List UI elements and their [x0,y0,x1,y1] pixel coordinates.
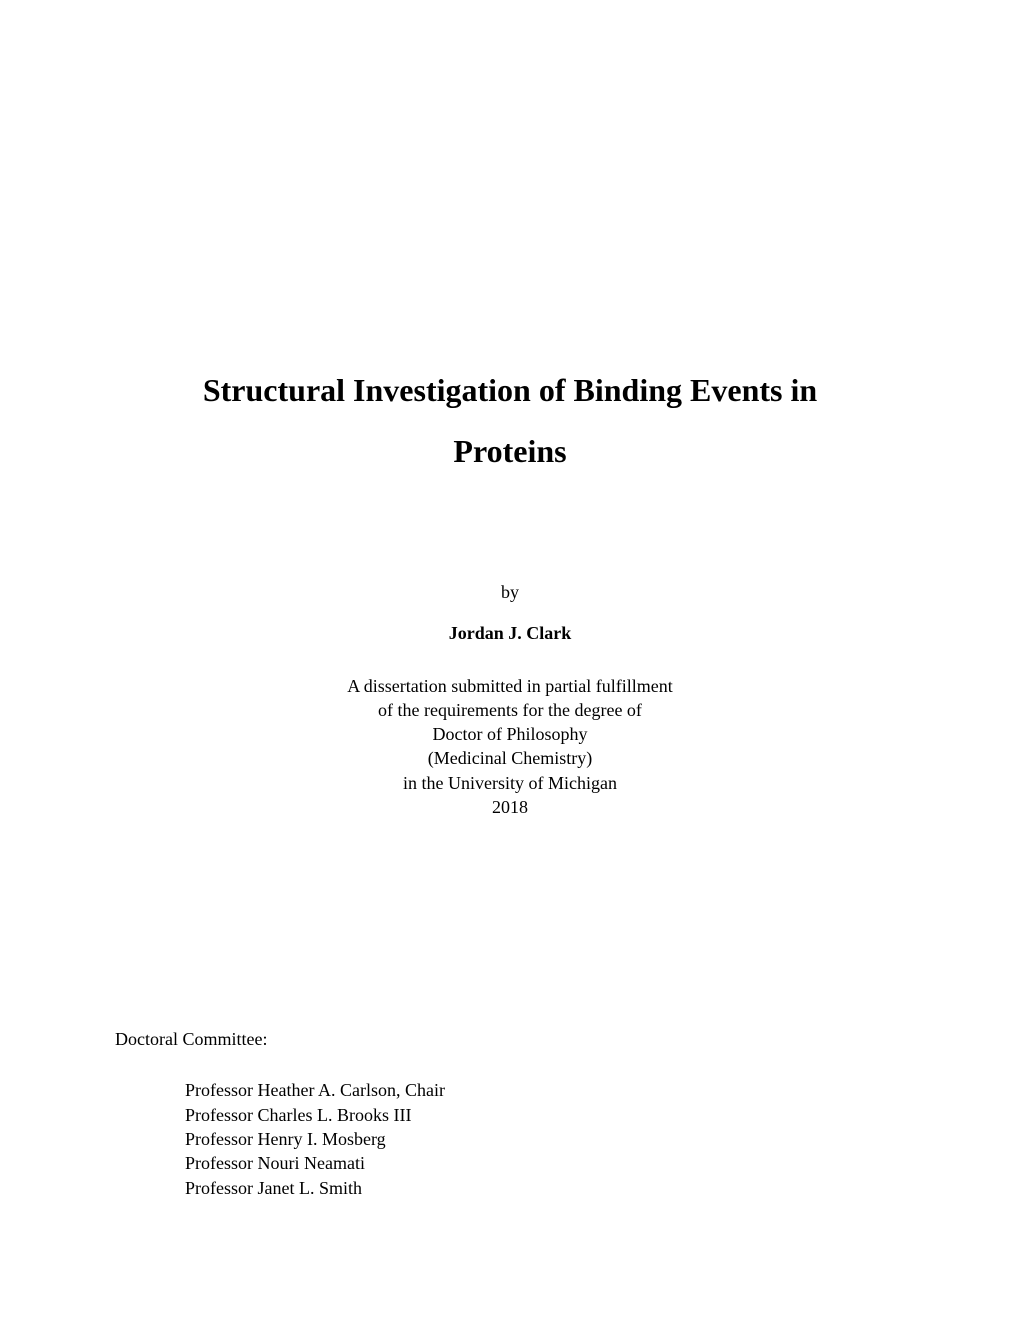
description-line-5: in the University of Michigan [115,771,905,795]
byline: by [115,582,905,603]
title-block: Structural Investigation of Binding Even… [115,360,905,482]
title-line-2: Proteins [115,421,905,482]
committee-heading: Doctoral Committee: [115,1029,905,1050]
title-line-1: Structural Investigation of Binding Even… [115,360,905,421]
description-line-6: 2018 [115,795,905,819]
description-line-4: (Medicinal Chemistry) [115,746,905,770]
description-block: A dissertation submitted in partial fulf… [115,674,905,820]
committee-block: Doctoral Committee: Professor Heather A.… [115,1029,905,1199]
byline-block: by Jordan J. Clark [115,582,905,644]
committee-member: Professor Nouri Neamati [185,1151,905,1175]
author-name: Jordan J. Clark [115,623,905,644]
committee-list: Professor Heather A. Carlson, Chair Prof… [185,1078,905,1199]
description-line-3: Doctor of Philosophy [115,722,905,746]
committee-member: Professor Charles L. Brooks III [185,1103,905,1127]
description-line-1: A dissertation submitted in partial fulf… [115,674,905,698]
description-line-2: of the requirements for the degree of [115,698,905,722]
committee-member: Professor Henry I. Mosberg [185,1127,905,1151]
committee-member: Professor Janet L. Smith [185,1176,905,1200]
committee-member: Professor Heather A. Carlson, Chair [185,1078,905,1102]
